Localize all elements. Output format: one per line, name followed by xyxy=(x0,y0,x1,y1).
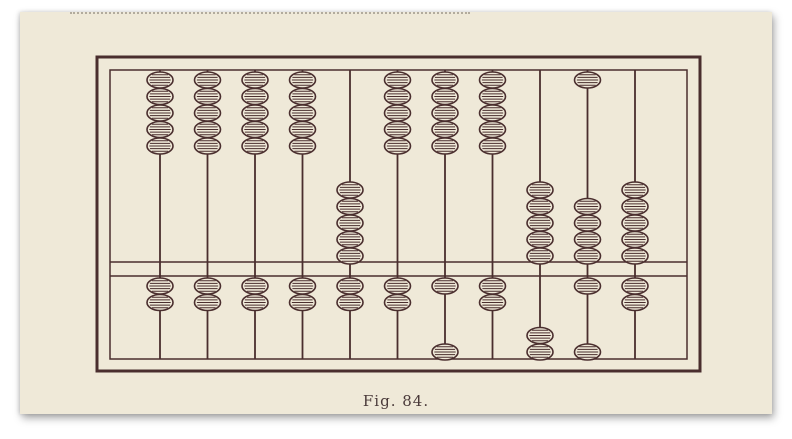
abacus-bead xyxy=(336,277,364,295)
abacus-bead xyxy=(478,71,507,89)
abacus-bead xyxy=(526,181,554,199)
abacus-bead xyxy=(288,293,317,312)
abacus-bead xyxy=(288,71,317,89)
abacus-beads xyxy=(146,71,649,361)
abacus-bead xyxy=(431,120,459,139)
abacus-bead xyxy=(241,277,269,295)
abacus-bead xyxy=(146,71,174,89)
abacus-bead xyxy=(336,293,364,312)
abacus-bead xyxy=(573,277,602,295)
abacus-bead xyxy=(383,120,412,139)
abacus-bead xyxy=(478,293,507,312)
abacus-bead xyxy=(431,87,459,106)
abacus-bead xyxy=(573,247,602,265)
abacus-bead xyxy=(146,87,174,106)
abacus-bead xyxy=(193,87,222,106)
abacus-bead xyxy=(193,120,222,139)
abacus-beam xyxy=(110,261,687,277)
abacus-bead xyxy=(241,104,269,122)
abacus-bead xyxy=(526,326,554,345)
abacus-bead xyxy=(621,277,649,295)
abacus-bead xyxy=(478,87,507,106)
abacus-bead xyxy=(621,247,649,265)
abacus-bead xyxy=(288,87,317,106)
abacus-bead xyxy=(621,230,649,249)
abacus-bead xyxy=(431,343,459,361)
figure-caption: Fig. 84. xyxy=(362,392,430,410)
abacus-bead xyxy=(431,71,459,89)
abacus-bead xyxy=(573,214,602,232)
abacus-bead xyxy=(526,214,554,232)
abacus-bead xyxy=(193,104,222,122)
abacus-bead xyxy=(288,104,317,122)
abacus-bead xyxy=(383,277,412,295)
abacus-bead xyxy=(146,137,174,155)
abacus-bead xyxy=(241,120,269,139)
abacus-bead xyxy=(146,277,174,295)
abacus-bead xyxy=(241,137,269,155)
abacus-bead xyxy=(336,230,364,249)
abacus-bead xyxy=(573,343,602,361)
abacus-bead xyxy=(621,214,649,232)
abacus-bead xyxy=(478,104,507,122)
abacus-bead xyxy=(573,230,602,249)
abacus-bead xyxy=(193,293,222,312)
abacus-bead xyxy=(526,343,554,361)
abacus-bead xyxy=(241,71,269,89)
abacus-bead xyxy=(193,277,222,295)
abacus-bead xyxy=(478,137,507,155)
abacus-bead xyxy=(431,104,459,122)
abacus-bead xyxy=(146,120,174,139)
abacus-bead xyxy=(193,71,222,89)
abacus-bead xyxy=(383,71,412,89)
abacus-bead xyxy=(621,181,649,199)
abacus-bead xyxy=(336,197,364,216)
abacus-bead xyxy=(146,104,174,122)
abacus-bead xyxy=(383,137,412,155)
abacus-bead xyxy=(621,197,649,216)
abacus-bead xyxy=(383,104,412,122)
abacus-bead xyxy=(288,137,317,155)
abacus-bead xyxy=(146,293,174,312)
abacus-bead xyxy=(526,230,554,249)
text-line-remnant xyxy=(70,12,470,20)
abacus-bead xyxy=(478,277,507,295)
abacus-bead xyxy=(526,197,554,216)
abacus-bead xyxy=(573,71,602,89)
abacus-bead xyxy=(336,247,364,265)
abacus-bead xyxy=(383,87,412,106)
abacus-bead xyxy=(241,293,269,312)
abacus-bead xyxy=(573,197,602,216)
abacus-bead xyxy=(336,181,364,199)
abacus-bead xyxy=(241,87,269,106)
abacus-bead xyxy=(431,277,459,295)
abacus-bead xyxy=(431,137,459,155)
abacus-bead xyxy=(383,293,412,312)
abacus-bead xyxy=(336,214,364,232)
abacus-bead xyxy=(193,137,222,155)
abacus-bead xyxy=(526,247,554,265)
abacus-bead xyxy=(288,277,317,295)
abacus-bead xyxy=(478,120,507,139)
abacus-frame xyxy=(95,55,702,373)
abacus-bead xyxy=(288,120,317,139)
abacus-bead xyxy=(621,293,649,312)
